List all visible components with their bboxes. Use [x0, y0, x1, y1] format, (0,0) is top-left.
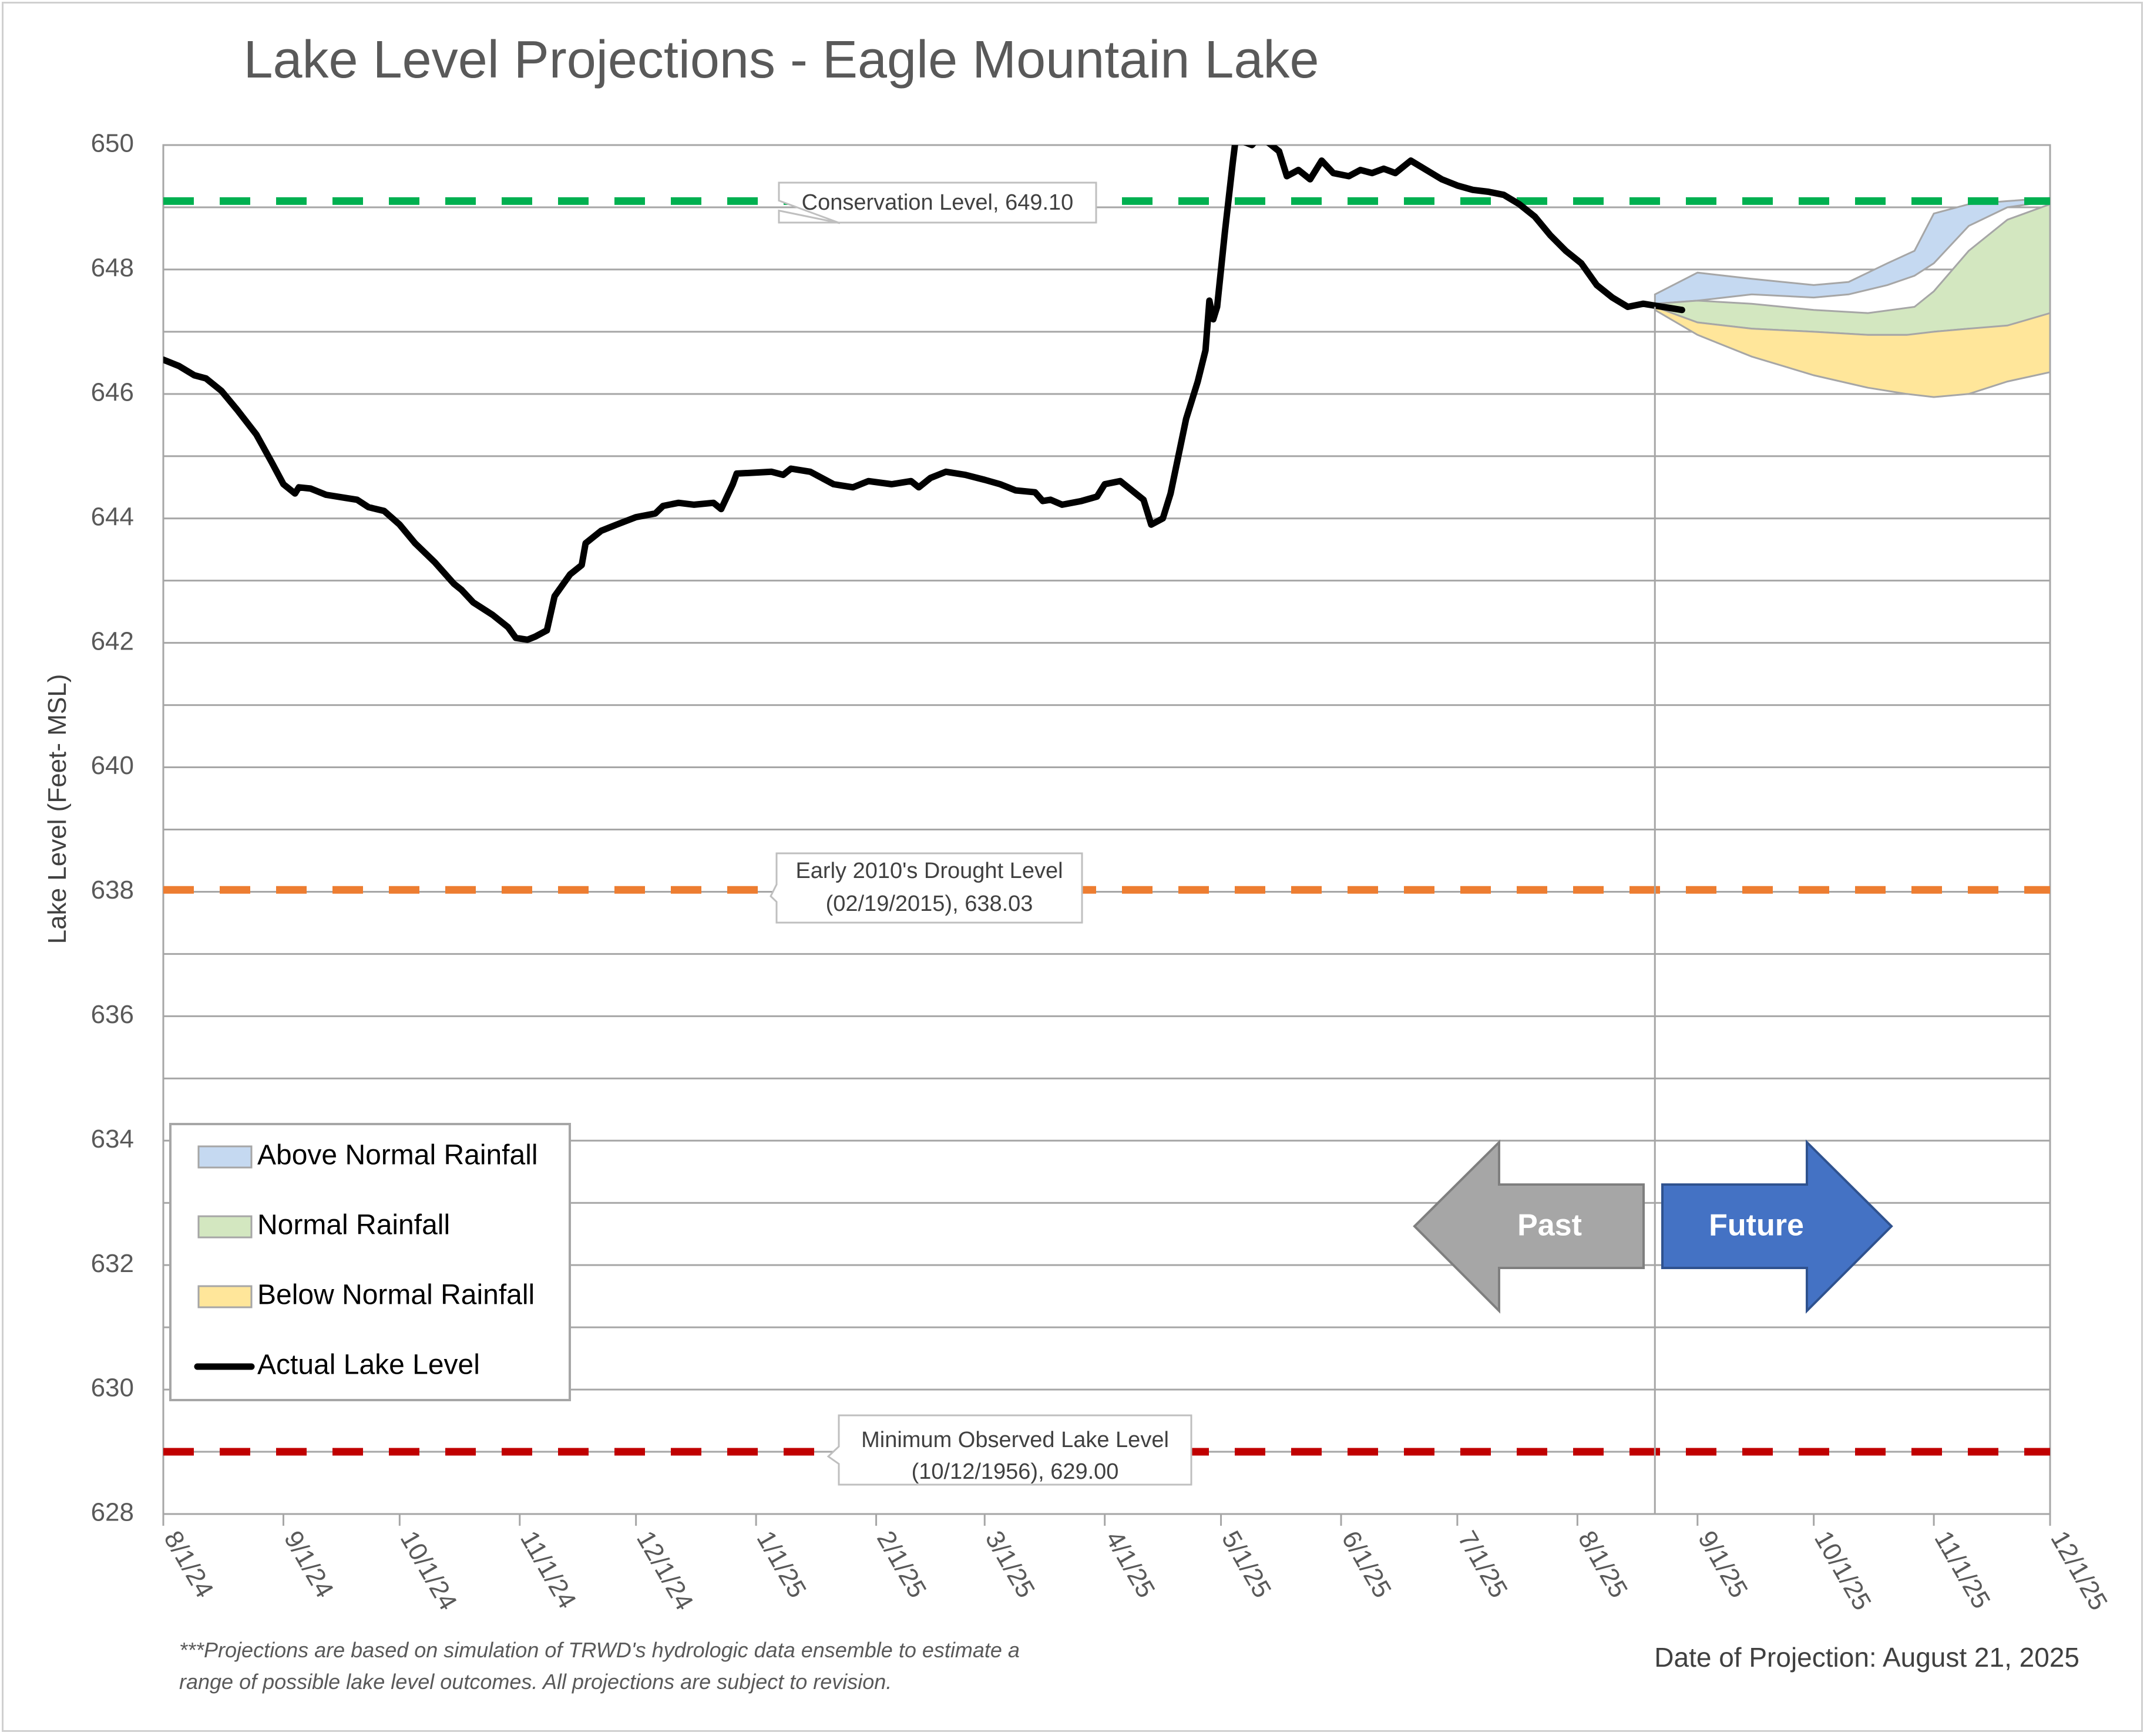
callout-label: Early 2010's Drought Level	[795, 859, 1063, 883]
y-tick-label: 636	[91, 1000, 134, 1029]
y-tick-label: 638	[91, 876, 134, 904]
callout-label: Conservation Level, 649.10	[802, 190, 1074, 215]
x-tick-label: 3/1/25	[980, 1526, 1041, 1603]
legend: Above Normal Rainfall Normal Rainfall Belo…	[169, 1123, 571, 1401]
projection-bands	[1654, 197, 2051, 398]
footnote-line: ***Projections are based on simulation o…	[179, 1638, 1020, 1662]
y-tick-label: 648	[91, 254, 134, 282]
y-tick-label: 628	[91, 1498, 134, 1527]
legend-label: Normal Rainfall	[257, 1210, 450, 1241]
footnote-line: range of possible lake level outcomes. A…	[179, 1670, 892, 1694]
y-tick-label: 632	[91, 1249, 134, 1278]
x-tick-label: 8/1/25	[1573, 1526, 1634, 1603]
x-tick-label: 11/1/24	[515, 1526, 582, 1614]
callout-box	[778, 181, 1097, 224]
future-arrow	[1661, 1139, 1893, 1314]
callout-label: Minimum Observed Lake Level	[861, 1428, 1169, 1452]
x-tick-label: 1/1/25	[751, 1526, 812, 1603]
projection-date-text: Date of Projection: August 21, 2025	[1654, 1642, 2079, 1673]
callout-box	[770, 852, 1083, 924]
legend-swatch	[197, 1215, 253, 1239]
y-tick-label: 640	[91, 751, 134, 780]
callout-box	[826, 1414, 1192, 1486]
y-tick-label: 634	[91, 1125, 134, 1153]
actual-lake-level-line	[163, 145, 1685, 643]
x-tick-label: 12/1/24	[631, 1526, 699, 1616]
grid	[162, 144, 2051, 1515]
legend-swatch	[197, 1285, 253, 1308]
legend-swatch	[197, 1145, 253, 1169]
x-tick-label: 5/1/25	[1216, 1526, 1277, 1603]
past-arrow	[1413, 1139, 1645, 1314]
band-above-normal-rainfall	[1654, 197, 2051, 305]
future-arrow-label: Future	[1709, 1209, 1804, 1243]
y-tick-label: 646	[91, 378, 134, 406]
x-tick-label: 4/1/25	[1100, 1526, 1161, 1603]
y-tick-label: 650	[91, 129, 134, 158]
band-below-normal-rainfall	[1654, 305, 2051, 398]
footer: ***Projections are based on simulation o…	[179, 1638, 2079, 1694]
x-tick-label: 7/1/25	[1452, 1526, 1513, 1603]
reference-callouts: Conservation Level, 649.10 Early 2010's D…	[770, 181, 1192, 1486]
legend-label: Actual Lake Level	[257, 1350, 480, 1381]
chart-title: Lake Level Projections - Eagle Mountain …	[243, 31, 1319, 89]
x-tick-label: 2/1/25	[871, 1526, 932, 1603]
x-tick-label: 10/1/24	[395, 1526, 463, 1616]
y-tick-label: 644	[91, 502, 134, 531]
callout-label: (02/19/2015), 638.03	[826, 891, 1033, 916]
x-tick-label: 11/1/25	[1928, 1526, 1995, 1614]
actual-series	[163, 145, 1685, 1514]
x-tick-label: 9/1/24	[278, 1526, 340, 1603]
past-arrow-label: Past	[1517, 1209, 1582, 1243]
x-tick-label: 6/1/25	[1336, 1526, 1397, 1603]
past-future-arrows: Past Future	[1413, 1139, 1893, 1314]
legend-label: Above Normal Rainfall	[257, 1140, 538, 1171]
plot-area	[162, 144, 2051, 1515]
y-tick-label: 642	[91, 627, 134, 655]
legend-box	[169, 1123, 571, 1401]
y-axis-label: Lake Level (Feet- MSL)	[43, 674, 72, 944]
x-tick-label: 10/1/25	[1809, 1526, 1877, 1616]
x-tick-label: 12/1/25	[2045, 1526, 2113, 1616]
x-tick-label: 9/1/25	[1692, 1526, 1753, 1603]
x-tick-label: 8/1/24	[158, 1526, 219, 1603]
y-tick-label: 630	[91, 1374, 134, 1402]
callout-label: (10/12/1956), 629.00	[912, 1459, 1119, 1484]
legend-label: Below Normal Rainfall	[257, 1280, 535, 1311]
